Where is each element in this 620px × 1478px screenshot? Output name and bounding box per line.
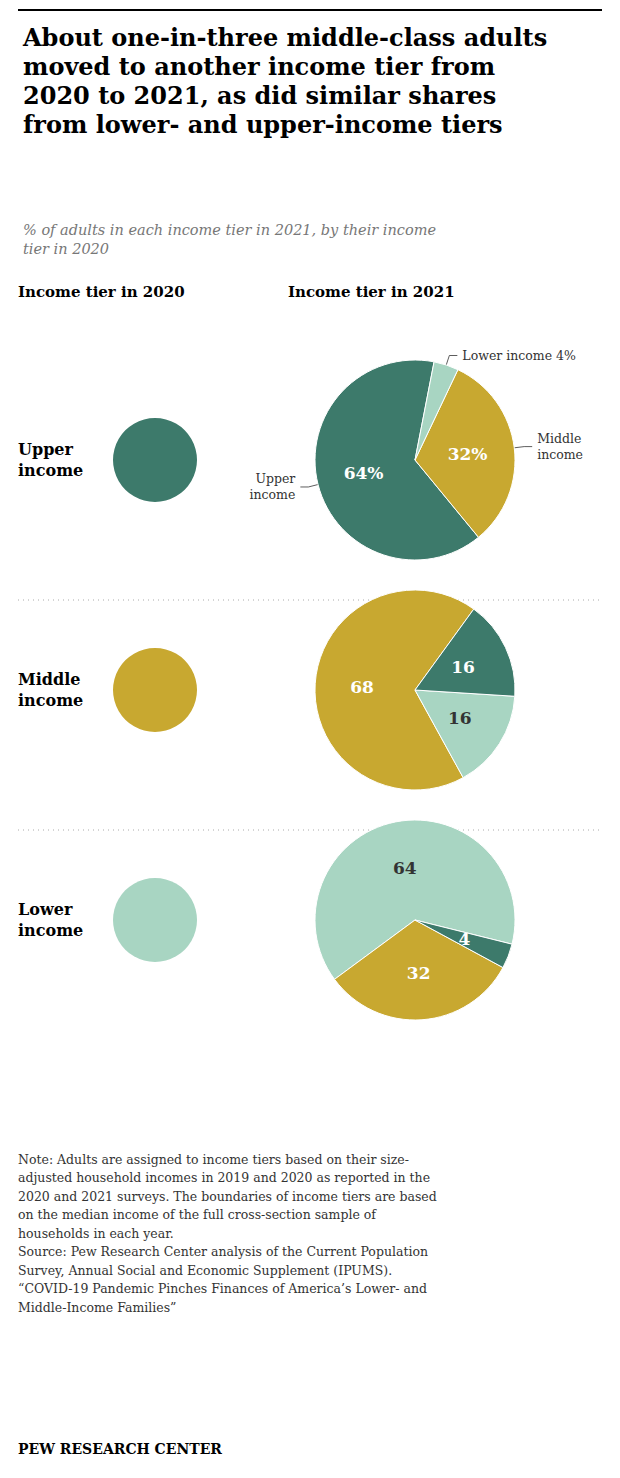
- svg-text:Lower income 4%: Lower income 4%: [462, 348, 576, 363]
- svg-text:from lower- and upper-income t: from lower- and upper-income tiers: [23, 110, 503, 139]
- svg-text:% of adults in each income tie: % of adults in each income tier in 2021,…: [23, 222, 436, 238]
- svg-text:32%: 32%: [448, 444, 488, 464]
- svg-text:Middle: Middle: [18, 670, 80, 689]
- svg-text:“COVID-19 Pandemic Pinches Fin: “COVID-19 Pandemic Pinches Finances of A…: [18, 1281, 427, 1296]
- svg-text:Income tier in 2021: Income tier in 2021: [288, 283, 455, 301]
- svg-text:moved to another income tier f: moved to another income tier from: [23, 52, 495, 81]
- svg-text:Note: Adults are assigned to i: Note: Adults are assigned to income tier…: [18, 1152, 409, 1167]
- svg-text:income: income: [18, 921, 83, 940]
- svg-text:4: 4: [458, 929, 470, 949]
- svg-text:Upper: Upper: [255, 471, 295, 486]
- svg-text:income: income: [250, 487, 296, 502]
- svg-text:68: 68: [350, 677, 374, 697]
- svg-text:Upper: Upper: [18, 440, 74, 459]
- svg-text:Survey, Annual Social and Econ: Survey, Annual Social and Economic Suppl…: [18, 1263, 392, 1278]
- svg-text:tier in 2020: tier in 2020: [23, 241, 109, 257]
- svg-text:32: 32: [407, 963, 431, 983]
- svg-text:Middle: Middle: [537, 431, 581, 446]
- svg-text:Income tier in 2020: Income tier in 2020: [18, 283, 185, 301]
- svg-text:16: 16: [451, 657, 475, 677]
- svg-text:Lower: Lower: [18, 900, 73, 919]
- svg-text:64: 64: [393, 858, 417, 878]
- svg-text:income: income: [18, 691, 83, 710]
- svg-text:on the median income of the fu: on the median income of the full cross-s…: [18, 1207, 377, 1222]
- svg-text:2020 and 2021 surveys. The bou: 2020 and 2021 surveys. The boundaries of…: [18, 1189, 437, 1204]
- svg-text:16: 16: [448, 708, 472, 728]
- svg-text:income: income: [537, 447, 583, 462]
- svg-text:income: income: [18, 461, 83, 480]
- svg-text:Middle-Income Families”: Middle-Income Families”: [18, 1300, 176, 1315]
- svg-text:2020 to 2021, as did similar s: 2020 to 2021, as did similar shares: [23, 81, 496, 110]
- svg-text:64%: 64%: [344, 463, 384, 483]
- svg-text:PEW RESEARCH CENTER: PEW RESEARCH CENTER: [18, 1441, 222, 1457]
- svg-text:adjusted household incomes in: adjusted household incomes in 2019 and 2…: [18, 1170, 430, 1185]
- svg-text:Source: Pew Research Center an: Source: Pew Research Center analysis of …: [18, 1244, 428, 1259]
- svg-text:About one-in-three middle-clas: About one-in-three middle-class adults: [22, 23, 547, 52]
- svg-text:households in each year.: households in each year.: [18, 1226, 174, 1241]
